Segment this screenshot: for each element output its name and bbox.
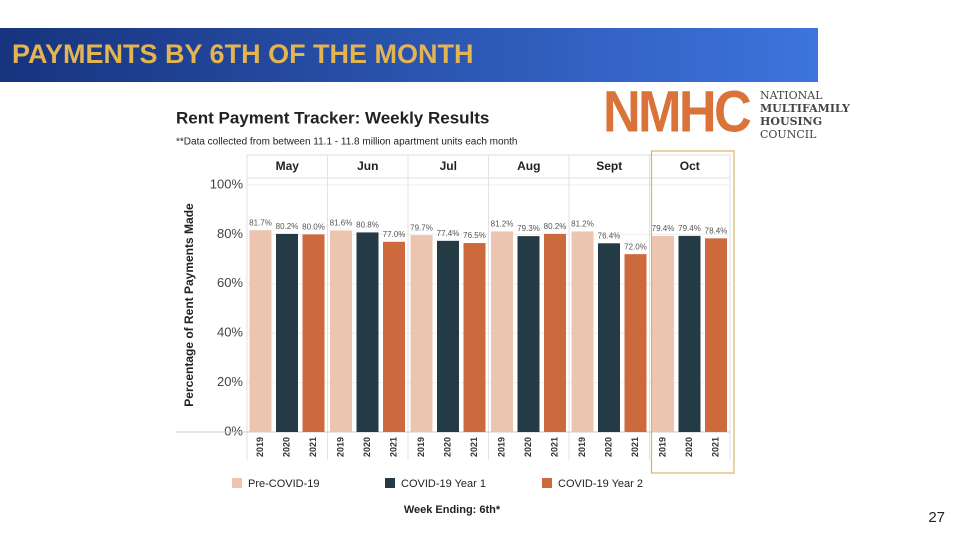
group-label: 2019: [335, 437, 345, 457]
header-band: [0, 28, 818, 82]
bar: [356, 232, 379, 432]
bar: [463, 243, 486, 432]
group-label: 2021: [630, 437, 640, 457]
group-label: 2020: [442, 437, 452, 457]
value-label: 76.5%: [463, 231, 486, 240]
bar: [705, 238, 727, 432]
bar: [571, 231, 594, 432]
group-label: 2021: [710, 437, 720, 457]
bar: [517, 236, 540, 432]
value-label: 80.0%: [302, 223, 325, 232]
chart-title: Rent Payment Tracker: Weekly Results: [176, 108, 489, 127]
group-label: 2019: [255, 437, 265, 457]
bar: [410, 235, 433, 432]
legend-label: COVID-19 Year 2: [558, 478, 643, 490]
bar: [491, 231, 513, 432]
group-label: 2019: [416, 437, 426, 457]
y-tick-label: 40%: [217, 325, 243, 340]
bar: [624, 254, 647, 432]
legend-label: COVID-19 Year 1: [401, 478, 486, 490]
bar: [544, 233, 566, 432]
logo-mark: NMHC: [603, 79, 751, 144]
logo-text: MULTIFAMILY: [760, 102, 850, 115]
bar: [383, 241, 405, 432]
category-label: Aug: [517, 159, 540, 173]
group-label: 2020: [523, 437, 533, 457]
highlight-box: [650, 150, 735, 474]
value-label: 81.6%: [330, 219, 353, 228]
group-label: 2021: [308, 437, 318, 457]
legend-swatch: [232, 478, 242, 488]
legend-label: Pre-COVID-19: [248, 478, 320, 490]
group-label: 2020: [603, 437, 613, 457]
y-tick-label: 0%: [224, 423, 243, 438]
bar: [302, 234, 325, 432]
value-label: 72.0%: [624, 242, 647, 251]
bar: [330, 230, 352, 432]
bar: [598, 243, 620, 432]
value-label: 79.4%: [652, 224, 675, 233]
value-label: 80.2%: [544, 222, 567, 231]
group-label: 2019: [657, 437, 667, 457]
value-label: 80.2%: [276, 222, 299, 231]
value-label: 81.2%: [571, 220, 594, 229]
category-label: May: [276, 159, 300, 173]
group-label: 2020: [362, 437, 372, 457]
legend-swatch: [542, 478, 552, 488]
bar: [437, 240, 459, 432]
value-label: 78.4%: [705, 226, 728, 235]
y-tick-label: 100%: [210, 176, 244, 191]
group-label: 2019: [577, 437, 587, 457]
value-label: 76.4%: [598, 231, 621, 240]
y-axis-label: Percentage of Rent Payments Made: [182, 203, 196, 407]
value-label: 79.7%: [410, 223, 433, 232]
bar: [276, 233, 298, 432]
value-label: 79.4%: [678, 224, 701, 233]
logo-text: HOUSING: [760, 115, 822, 128]
y-tick-label: 80%: [217, 226, 243, 241]
page-number: 27: [928, 509, 945, 526]
logo-text: NATIONAL: [760, 89, 823, 102]
bar: [678, 235, 701, 432]
value-label: 81.7%: [249, 218, 272, 227]
logo-text: COUNCIL: [760, 128, 817, 141]
category-label: Oct: [680, 159, 700, 173]
slide-title: PAYMENTS BY 6TH OF THE MONTH: [12, 39, 474, 69]
group-label: 2021: [388, 437, 398, 457]
category-label: Jun: [357, 159, 378, 173]
y-tick-label: 20%: [217, 374, 243, 389]
value-label: 81.2%: [491, 220, 514, 229]
category-label: Sept: [596, 159, 622, 173]
group-label: 2020: [281, 437, 291, 457]
legend-swatch: [385, 478, 395, 488]
bar: [652, 235, 674, 432]
bar: [249, 230, 272, 432]
value-label: 79.3%: [517, 224, 540, 233]
value-label: 77.0%: [383, 230, 406, 239]
category-label: Jul: [440, 159, 457, 173]
group-label: 2021: [469, 437, 479, 457]
chart-subtitle: **Data collected from between 11.1 - 11.…: [176, 137, 517, 148]
value-label: 80.8%: [356, 221, 379, 230]
y-tick-label: 60%: [217, 275, 243, 290]
group-label: 2019: [496, 437, 506, 457]
group-label: 2020: [684, 437, 694, 457]
group-label: 2021: [549, 437, 559, 457]
x-axis-label: Week Ending: 6th*: [404, 504, 501, 516]
value-label: 77.4%: [437, 229, 460, 238]
